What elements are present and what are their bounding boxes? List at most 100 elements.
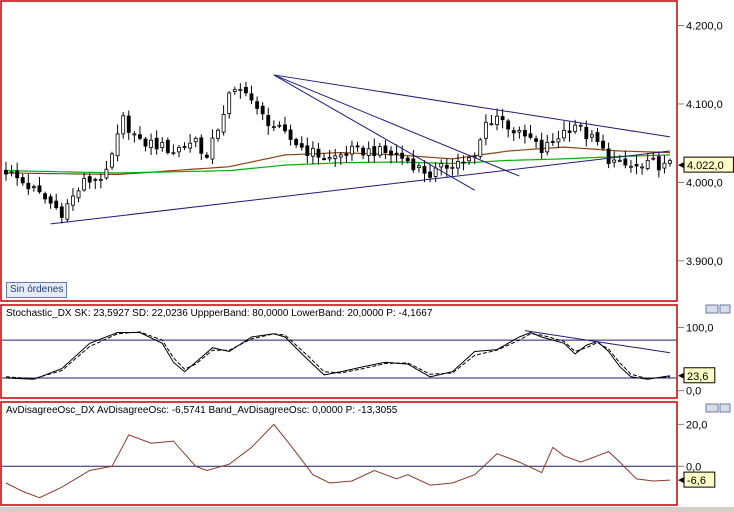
trendline: [273, 74, 671, 138]
candle-body: [299, 143, 304, 148]
panel-close-icon[interactable]: [719, 403, 731, 413]
candle-body: [416, 165, 421, 168]
stochastic-trendline: [524, 330, 671, 354]
candle-body: [589, 134, 594, 138]
candle-body: [126, 115, 131, 133]
candle-body: [617, 159, 622, 162]
candle-body: [177, 146, 181, 153]
price-panel: 3.900,0 4.000,0 4.100,0 4.200,0 4.022,0: [0, 0, 734, 302]
stochastic-tick-label: 0,0: [686, 386, 701, 398]
candle-body: [59, 206, 64, 218]
avdisagree-last-value-pointer: [678, 477, 684, 484]
candle-body: [110, 153, 114, 168]
candle-body: [612, 159, 617, 163]
candle-body: [578, 124, 583, 127]
candle-body: [567, 130, 572, 133]
candle-body: [377, 146, 382, 156]
candle-body: [601, 140, 605, 149]
candle-body: [450, 166, 455, 169]
candle-body: [260, 105, 265, 115]
order-status-badge[interactable]: Sin órdenes: [6, 282, 68, 298]
candle-body: [523, 130, 527, 137]
candle-body: [361, 147, 366, 156]
candle-body: [255, 101, 260, 109]
candle-body: [634, 163, 639, 167]
candle-body: [137, 134, 142, 139]
candle-body: [400, 152, 405, 159]
candle-body: [461, 161, 466, 164]
candle-body: [37, 185, 42, 193]
price-panel-border: [0, 0, 678, 302]
avdisagree-panel-border: [0, 401, 678, 506]
candle-body: [517, 130, 522, 133]
candle-body: [506, 120, 511, 130]
price-last-value-label: 4.022,0: [687, 160, 724, 172]
candle-body: [500, 116, 505, 121]
candle-body: [606, 148, 611, 164]
candle-body: [668, 160, 672, 164]
candle-body: [316, 148, 321, 158]
price-last-value-box: [683, 156, 734, 173]
candle-body: [87, 176, 92, 183]
candle-body: [294, 139, 299, 146]
candle-body: [422, 166, 427, 174]
avdisagree-last-value-label: -6,6: [687, 475, 706, 487]
candle-body: [573, 124, 578, 132]
candle-body: [511, 130, 516, 134]
candle-body: [344, 153, 349, 156]
candle-body: [188, 142, 193, 149]
candle-body: [662, 162, 667, 169]
candle-body: [366, 148, 371, 156]
candle-body: [629, 165, 633, 168]
candle-body: [338, 154, 343, 158]
panel-minimize-icon[interactable]: [705, 403, 719, 413]
candle-body: [238, 88, 243, 91]
stochastic-sk-line: [5, 331, 671, 380]
price-tick-label: 4.200,0: [686, 21, 723, 33]
candle-body: [467, 157, 472, 162]
moving-average-line: [5, 154, 671, 174]
candle-body: [322, 158, 326, 160]
candle-body: [65, 203, 70, 220]
candle-body: [160, 142, 165, 148]
stochastic-panel: Stochastic_DX SK: 23,5927 SD: 22,0236 Up…: [0, 304, 716, 399]
candle-body: [288, 129, 293, 140]
avdisagree-tick-label: 0,0: [686, 461, 701, 473]
candle-body: [305, 145, 310, 157]
candle-body: [656, 156, 661, 171]
candle-body: [489, 123, 494, 126]
candle-body: [528, 133, 533, 138]
candle-body: [210, 137, 215, 160]
stochastic-last-value-box: [683, 367, 716, 384]
candle-body: [283, 124, 287, 132]
candle-body: [82, 178, 87, 191]
candle-body: [333, 155, 338, 159]
candle-body: [249, 93, 254, 101]
candle-body: [310, 148, 315, 157]
panel-close-icon[interactable]: [719, 304, 731, 314]
trendline: [50, 150, 671, 225]
candle-body: [383, 145, 388, 154]
candle-body: [121, 115, 126, 135]
avdisagree-panel: AvDisagreeOsc_DX AvDisagreeOsc: -6,5741 …: [0, 401, 716, 506]
stochastic-tick-label: 100,0: [686, 322, 714, 334]
panel-minimize-icon[interactable]: [705, 304, 719, 314]
candle-body: [534, 138, 539, 142]
candle-body: [444, 164, 449, 169]
price-tick-label: 3.900,0: [686, 256, 723, 268]
candle-body: [539, 139, 544, 153]
candle-body: [104, 168, 109, 179]
candle-body: [244, 86, 248, 94]
candle-body: [495, 115, 499, 125]
candle-body: [15, 170, 20, 179]
candle-body: [327, 157, 332, 160]
candle-body: [54, 200, 59, 208]
candle-body: [26, 182, 31, 190]
candle-body: [227, 92, 232, 114]
trendline: [273, 74, 520, 177]
candle-body: [266, 114, 271, 127]
candle-body: [149, 139, 153, 148]
candle-body: [456, 161, 460, 169]
candle-body: [372, 146, 377, 156]
